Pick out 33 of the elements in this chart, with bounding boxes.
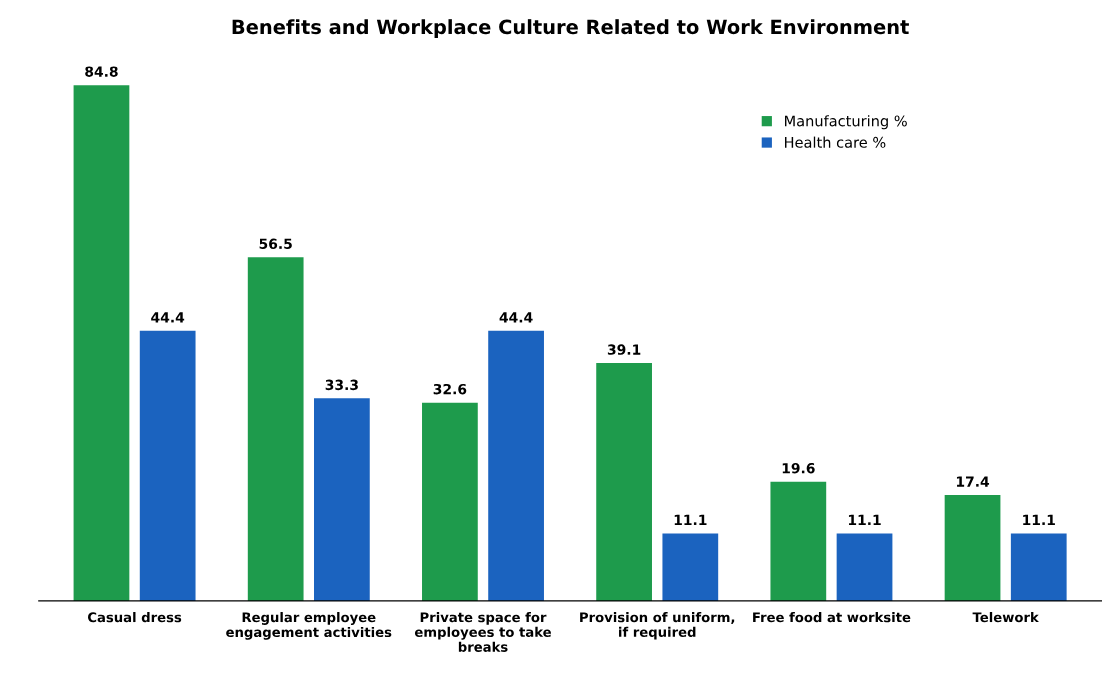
bar bbox=[662, 533, 719, 601]
x-tick-label: Telework bbox=[972, 612, 1039, 623]
chart-title: Benefits and Workplace Culture Related to Work Environment bbox=[232, 19, 909, 38]
data-label: 32.6 bbox=[433, 383, 467, 395]
data-label: 11.1 bbox=[1023, 514, 1055, 525]
x-tick-label: Free food at worksite bbox=[753, 612, 911, 623]
bar bbox=[422, 402, 478, 601]
data-label: 17.4 bbox=[956, 476, 990, 487]
data-label: 11.1 bbox=[674, 514, 707, 525]
x-tick-label: Private space for employees to take breaks bbox=[414, 612, 551, 652]
bar bbox=[770, 481, 827, 601]
bar bbox=[488, 330, 544, 601]
bar bbox=[314, 398, 370, 601]
x-tick-label: Provision of uniform, if required bbox=[580, 612, 735, 640]
bar bbox=[836, 533, 893, 601]
data-label: 56.5 bbox=[259, 238, 292, 250]
legend-label: Health care % bbox=[785, 136, 886, 148]
data-label: 11.1 bbox=[848, 514, 881, 525]
bar bbox=[247, 257, 304, 601]
bar bbox=[139, 330, 196, 601]
x-tick-label: Regular employee engagement activities bbox=[226, 612, 392, 640]
data-label: 44.4 bbox=[151, 312, 185, 323]
bar bbox=[944, 495, 1001, 601]
data-label: 39.1 bbox=[607, 344, 641, 355]
bar bbox=[596, 363, 652, 601]
legend-label: Manufacturing % bbox=[785, 115, 907, 130]
data-label: 84.8 bbox=[85, 66, 118, 77]
data-label: 19.6 bbox=[782, 462, 815, 474]
data-label: 44.4 bbox=[499, 312, 533, 323]
bar bbox=[73, 85, 130, 601]
bar bbox=[1010, 533, 1067, 601]
x-tick-label: Casual dress bbox=[87, 612, 182, 623]
data-label: 33.3 bbox=[325, 379, 358, 391]
